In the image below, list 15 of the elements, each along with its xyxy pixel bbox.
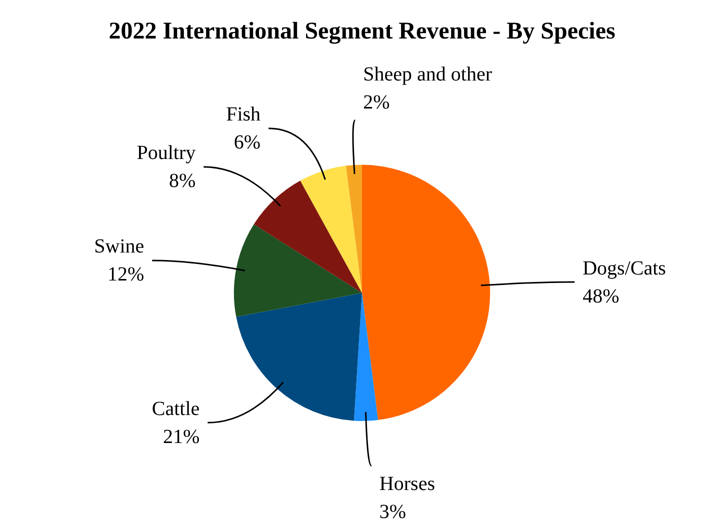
data-label: 3% bbox=[379, 501, 406, 523]
slice-label: Horses bbox=[379, 473, 436, 495]
slice-label: Fish bbox=[226, 104, 261, 126]
slice-label: Dogs/Cats bbox=[582, 257, 666, 280]
slice-label: Sheep and other bbox=[363, 64, 492, 86]
slice-label: Cattle bbox=[152, 398, 200, 420]
slice-label: Swine bbox=[94, 236, 144, 258]
data-label: 6% bbox=[234, 132, 261, 154]
data-label: 21% bbox=[162, 426, 200, 448]
slice-label: Poultry bbox=[136, 142, 196, 164]
data-label: 2% bbox=[363, 92, 390, 114]
data-label: 8% bbox=[168, 170, 196, 192]
chart-title: 2022 International Segment Revenue - By Species bbox=[108, 18, 616, 45]
data-label: 12% bbox=[107, 264, 144, 286]
data-label: 48% bbox=[582, 285, 620, 308]
